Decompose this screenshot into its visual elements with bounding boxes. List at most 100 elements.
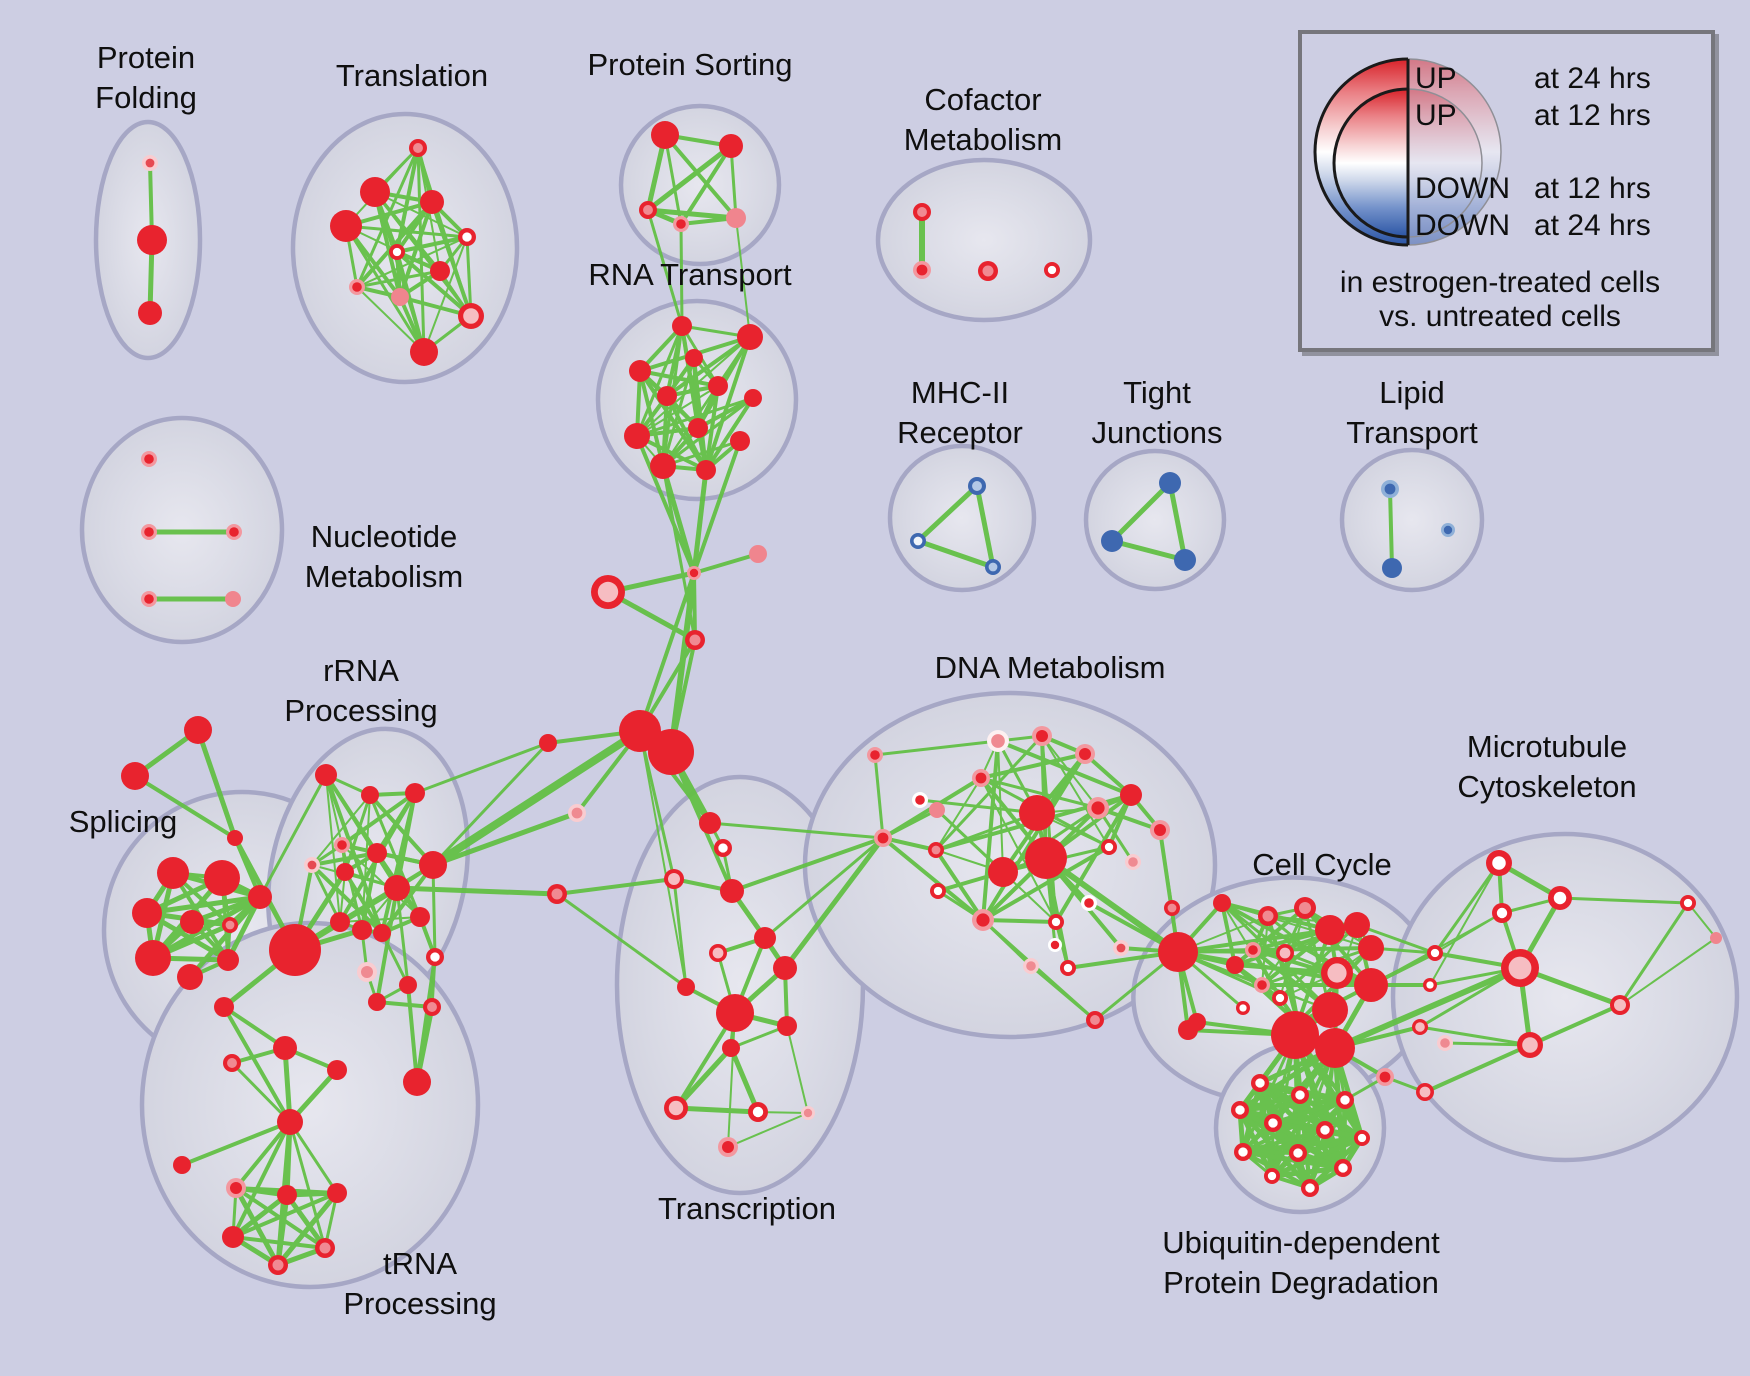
edge: [230, 1061, 292, 1124]
edge: [356, 286, 425, 353]
edge: [1388, 487, 1394, 570]
gene-node-core-ub10: [1267, 1171, 1277, 1181]
gene-node-core-tx11: [668, 1100, 684, 1116]
edge: [728, 1045, 761, 1115]
gene-node-cc13: [1312, 992, 1348, 1028]
gene-node-core-dm2: [1079, 748, 1091, 760]
gene-node-core-dm1: [1036, 730, 1048, 742]
cluster-label-microtubule_cytoskeleton: Cytoskeleton: [1457, 769, 1636, 804]
edge: [395, 250, 473, 318]
gene-node-cx1: [648, 729, 694, 775]
edge: [1167, 480, 1188, 563]
gene-node-core-ub12: [1379, 1071, 1391, 1083]
gene-node-core-dm22: [1063, 963, 1073, 973]
legend-direction-label: DOWN: [1415, 172, 1510, 205]
gene-node-tg1: [121, 762, 149, 790]
gene-node-core-ub9: [1338, 1163, 1348, 1173]
cluster-label-ubiquitin_degradation: Ubiquitin-dependent: [1162, 1225, 1440, 1260]
gene-node-core-rr14: [361, 966, 373, 978]
gene-node-core-cc15: [1167, 903, 1177, 913]
gene-node-core-cx2: [571, 807, 583, 819]
edge: [1109, 538, 1188, 563]
gene-node-tl8: [391, 288, 409, 306]
gene-node-dm4: [929, 802, 945, 818]
gene-node-tl10: [410, 338, 438, 366]
gene-node-rt3: [685, 349, 703, 367]
edge: [395, 886, 410, 987]
legend-caption: vs. untreated cells: [1379, 300, 1621, 333]
gene-node-core-dm15: [933, 886, 943, 896]
cluster-label-nucleotide_metabolism: Nucleotide: [311, 519, 457, 554]
edge: [180, 1120, 292, 1167]
edge: [873, 739, 1000, 757]
gene-node-sp9: [269, 924, 321, 976]
edge: [673, 1105, 761, 1115]
gene-node-core-cf0: [917, 207, 927, 217]
cluster-label-protein_folding: Protein: [97, 40, 195, 75]
cluster-label-microtubule_cytoskeleton: Microtubule: [1467, 729, 1627, 764]
legend-inner-left-arc: [1332, 87, 1409, 239]
gene-node-core-dm5: [1091, 801, 1105, 815]
edge: [344, 224, 469, 239]
gene-node-core-dm18: [1051, 917, 1061, 927]
legend-caption: in estrogen-treated cells: [1340, 266, 1660, 299]
gene-node-tr4: [327, 1183, 347, 1203]
gene-node-core-sp4: [225, 920, 235, 930]
gene-node-core-tl7: [352, 282, 362, 292]
edge: [1269, 1165, 1346, 1179]
edge: [935, 808, 1005, 874]
edge: [918, 798, 1039, 815]
gene-node-core-lt0: [1384, 483, 1396, 495]
edge: [1176, 928, 1332, 954]
gene-node-cc3: [1344, 912, 1370, 938]
gene-node-ps1: [719, 134, 743, 158]
edge: [735, 217, 751, 338]
gene-node-core-ub4: [1268, 1118, 1278, 1128]
gene-node-rt5: [657, 386, 677, 406]
gene-node-cx4: [539, 734, 557, 752]
cluster-ellipse-translation: [290, 111, 520, 385]
gene-node-core-tx5: [712, 947, 724, 959]
gene-node-core-tr7: [319, 1242, 331, 1254]
gene-node-rt9: [730, 431, 750, 451]
gene-node-core-cn4: [1419, 1086, 1431, 1098]
gene-node-core-cc0: [1262, 910, 1274, 922]
gene-node-rr8: [419, 851, 447, 879]
gene-node-core-rc3: [689, 634, 701, 646]
edge: [660, 463, 697, 576]
gene-node-rt10: [650, 453, 676, 479]
gene-node-tr3: [277, 1185, 297, 1205]
gene-node-core-nm2: [229, 527, 239, 537]
edge: [673, 1045, 734, 1111]
edge: [663, 133, 738, 220]
edge: [465, 235, 473, 318]
gene-node-tx6: [677, 978, 695, 996]
gene-node-core-dm14: [1128, 857, 1138, 867]
gene-node-core-dm20: [1026, 961, 1036, 971]
gene-node-core-cc1: [1298, 901, 1312, 915]
gene-node-core-tx2: [668, 873, 680, 885]
edge: [339, 916, 421, 923]
edge: [881, 836, 985, 922]
gene-node-core-dm8: [931, 845, 941, 855]
edge: [638, 571, 696, 733]
cluster-label-trna_processing: tRNA: [383, 1246, 457, 1281]
cluster-ellipse-cofactor_metabolism: [875, 157, 1093, 323]
edge: [881, 808, 939, 840]
gene-node-core-nm3: [144, 594, 154, 604]
edge: [375, 1000, 434, 1009]
gene-node-rr11: [373, 924, 391, 942]
gene-node-ps0: [651, 121, 679, 149]
edge: [310, 863, 342, 924]
edge: [782, 835, 886, 971]
gene-node-tl6: [430, 261, 450, 281]
gene-node-core-dm7: [877, 832, 889, 844]
edge: [881, 836, 938, 852]
edge: [639, 730, 687, 988]
edge: [679, 144, 733, 226]
edge: [663, 133, 683, 226]
gene-node-core-dm17: [976, 913, 990, 927]
gene-node-core-cc7: [1327, 963, 1347, 983]
gene-node-cc18: [1226, 956, 1244, 974]
gene-node-core-tx14: [722, 1141, 734, 1153]
